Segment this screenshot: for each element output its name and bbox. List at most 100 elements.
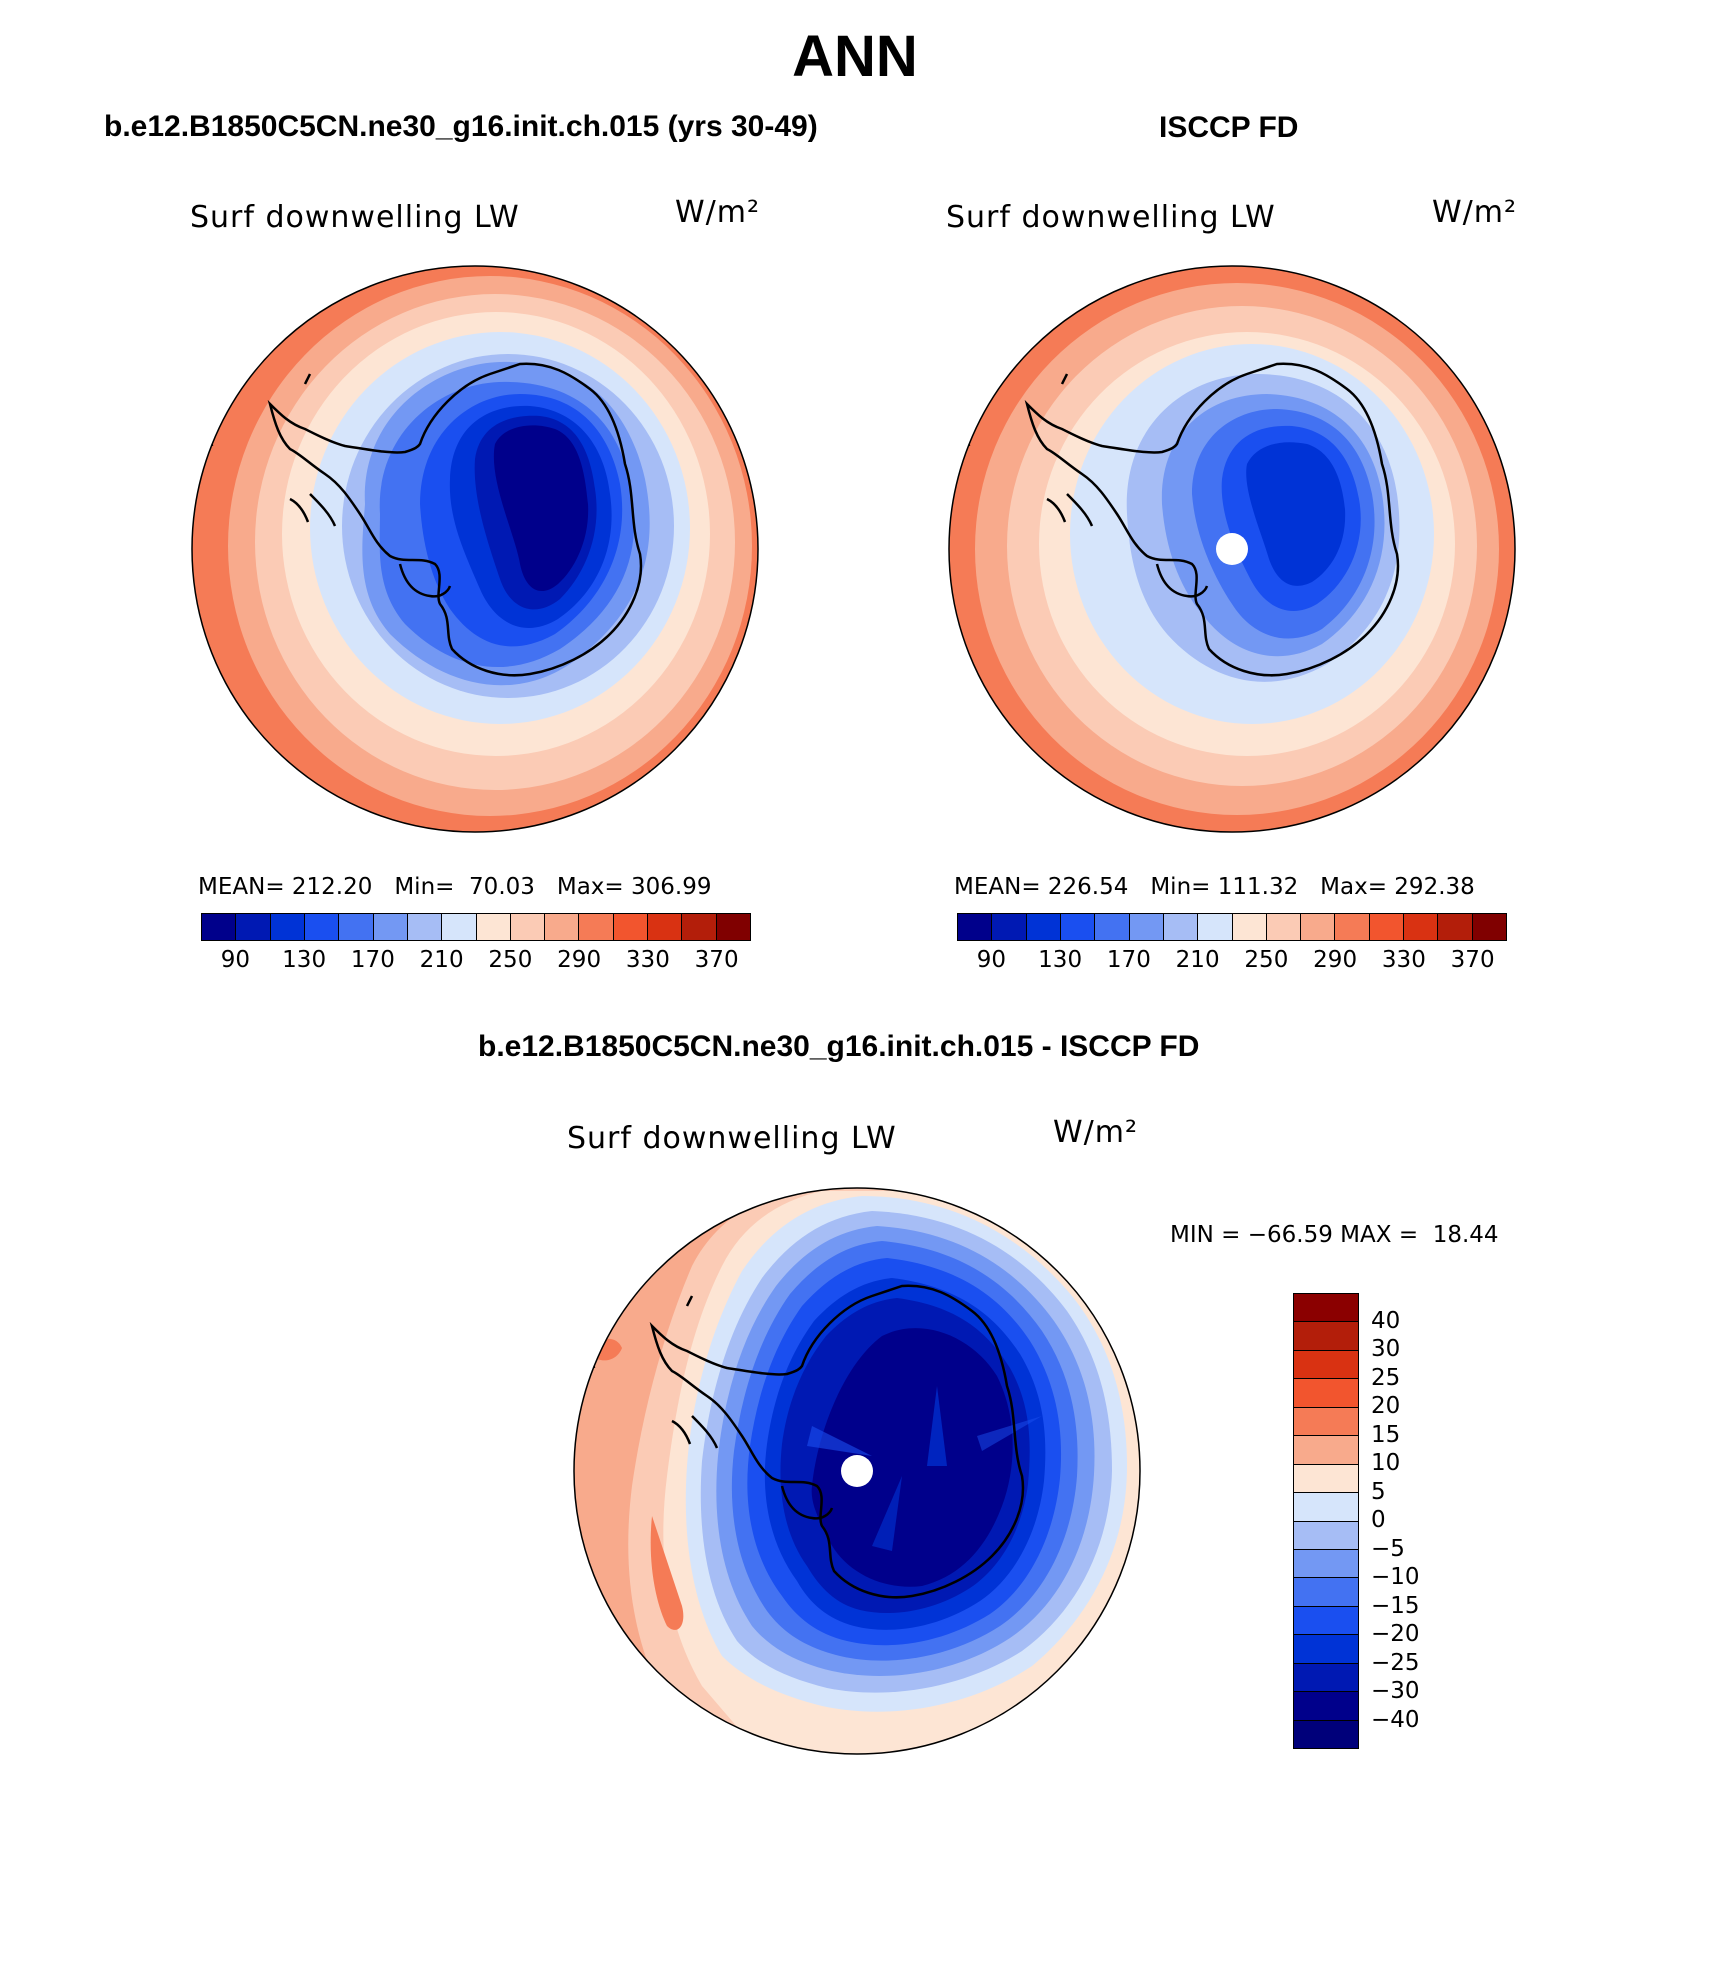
colorbar-diff-tick-label: 0 (1371, 1507, 1386, 1533)
colorbar-diff-swatch (1294, 1463, 1358, 1493)
colorbar-diff-swatch (1294, 1691, 1358, 1720)
colorbar-obs-tick-label: 250 (1244, 947, 1289, 973)
colorbar-diff-tick-label: 40 (1371, 1307, 1401, 1334)
panel-obs-stats: MEAN= 226.54 Min= 111.32 Max= 292.38 (954, 874, 1475, 900)
colorbar-obs-swatch (1197, 914, 1232, 940)
colorbar-diff-tick-label: −15 (1371, 1592, 1420, 1619)
colorbar-obs-swatch (1094, 914, 1129, 940)
colorbar-obs-tick-label: 170 (1106, 947, 1151, 973)
colorbar-diff-tick-label: 30 (1371, 1336, 1401, 1362)
colorbar-diff (1293, 1293, 1359, 1749)
colorbar-model (201, 913, 751, 941)
map-obs (948, 265, 1516, 833)
colorbar-model-swatch (475, 914, 510, 940)
colorbar-model-swatch (338, 914, 373, 940)
colorbar-model-swatch (715, 914, 750, 940)
colorbar-model-swatch (509, 914, 545, 940)
panel-model-heading: b.e12.B1850C5CN.ne30_g16.init.ch.015 (yr… (104, 110, 818, 143)
colorbar-model-swatch (544, 914, 579, 940)
colorbar-diff-swatch (1294, 1520, 1358, 1549)
panel-obs-variable: Surf downwelling LW (946, 200, 1276, 235)
colorbar-diff-swatch (1294, 1435, 1358, 1464)
pole-hole (841, 1455, 873, 1487)
colorbar-model-tick-label: 250 (488, 947, 533, 973)
colorbar-obs-swatch (1162, 914, 1198, 940)
pole-hole (1216, 533, 1248, 565)
colorbar-obs (957, 913, 1507, 941)
colorbar-diff-tick-label: 10 (1371, 1450, 1401, 1476)
colorbar-model-tick-label: 130 (282, 947, 327, 973)
colorbar-obs-swatch (1471, 914, 1506, 940)
colorbar-diff-swatch (1294, 1294, 1358, 1322)
panel-obs-units: W/m² (1432, 195, 1518, 230)
colorbar-model-swatch (647, 914, 682, 940)
colorbar-obs-swatch (1231, 914, 1266, 940)
colorbar-diff-swatch (1294, 1321, 1358, 1350)
colorbar-diff-tick-label: 20 (1371, 1393, 1401, 1419)
colorbar-obs-tick-label: 130 (1038, 947, 1083, 973)
colorbar-diff-tick-label: −40 (1371, 1706, 1420, 1733)
colorbar-diff-swatch (1294, 1605, 1358, 1635)
panel-diff-variable: Surf downwelling LW (567, 1121, 897, 1156)
colorbar-diff-swatch (1294, 1406, 1358, 1436)
panel-diff-heading: b.e12.B1850C5CN.ne30_g16.init.ch.015 - I… (478, 1030, 1200, 1063)
colorbar-obs-swatch (1128, 914, 1163, 940)
colorbar-model-swatch (681, 914, 716, 940)
colorbar-model-swatch (303, 914, 339, 940)
panel-model-stats: MEAN= 212.20 Min= 70.03 Max= 306.99 (198, 874, 712, 900)
colorbar-diff-tick-label: −30 (1371, 1678, 1420, 1704)
panel-model-variable: Surf downwelling LW (190, 200, 520, 235)
panel-diff-units: W/m² (1053, 1115, 1139, 1150)
colorbar-model-tick-label: 170 (350, 947, 395, 973)
colorbar-obs-swatch (1300, 914, 1335, 940)
panel-diff-stats: MIN = −66.59 MAX = 18.44 (1170, 1222, 1499, 1248)
colorbar-diff-swatch (1294, 1719, 1358, 1748)
colorbar-obs-swatch (991, 914, 1026, 940)
colorbar-obs-swatch (1437, 914, 1472, 940)
colorbar-diff-tick-label: −5 (1371, 1535, 1405, 1562)
colorbar-model-tick-label: 370 (694, 947, 739, 973)
colorbar-diff-swatch (1294, 1378, 1358, 1407)
colorbar-obs-swatch (958, 914, 992, 940)
colorbar-model-swatch (372, 914, 407, 940)
panel-model-units: W/m² (675, 195, 761, 230)
colorbar-model-tick-label: 210 (419, 947, 464, 973)
colorbar-model-swatch (269, 914, 304, 940)
colorbar-obs-tick-label: 290 (1313, 947, 1358, 973)
colorbar-diff-tick-label: −10 (1371, 1564, 1420, 1590)
colorbar-model-swatch (441, 914, 476, 940)
colorbar-diff-swatch (1294, 1548, 1358, 1578)
colorbar-model-swatch (406, 914, 442, 940)
colorbar-model-tick-label: 330 (625, 947, 670, 973)
colorbar-diff-tick-label: 15 (1371, 1421, 1401, 1448)
colorbar-obs-tick-label: 210 (1175, 947, 1220, 973)
colorbar-diff-swatch (1294, 1662, 1358, 1692)
colorbar-diff-swatch (1294, 1634, 1358, 1663)
colorbar-model-swatch (235, 914, 270, 940)
colorbar-diff-tick-label: −20 (1371, 1621, 1420, 1647)
main-title: ANN (792, 24, 918, 89)
colorbar-diff-tick-label: 25 (1371, 1364, 1401, 1391)
colorbar-model-tick-label: 90 (220, 947, 251, 973)
panel-obs-heading: ISCCP FD (1159, 111, 1299, 144)
colorbar-model-swatch (578, 914, 613, 940)
colorbar-diff-swatch (1294, 1577, 1358, 1606)
colorbar-model-swatch (612, 914, 648, 940)
colorbar-diff-swatch (1294, 1349, 1358, 1379)
colorbar-obs-tick-label: 370 (1450, 947, 1495, 973)
colorbar-diff-swatch (1294, 1492, 1358, 1521)
colorbar-obs-swatch (1334, 914, 1369, 940)
colorbar-obs-swatch (1403, 914, 1438, 940)
colorbar-obs-swatch (1059, 914, 1095, 940)
map-diff (573, 1187, 1141, 1755)
map-model (191, 265, 759, 833)
colorbar-obs-swatch (1025, 914, 1060, 940)
colorbar-obs-tick-label: 90 (976, 947, 1007, 973)
colorbar-model-swatch (202, 914, 236, 940)
colorbar-obs-tick-label: 330 (1381, 947, 1426, 973)
colorbar-obs-swatch (1265, 914, 1301, 940)
colorbar-model-tick-label: 290 (557, 947, 602, 973)
colorbar-diff-tick-label: −25 (1371, 1649, 1420, 1676)
colorbar-diff-tick-label: 5 (1371, 1478, 1386, 1505)
colorbar-obs-swatch (1368, 914, 1404, 940)
